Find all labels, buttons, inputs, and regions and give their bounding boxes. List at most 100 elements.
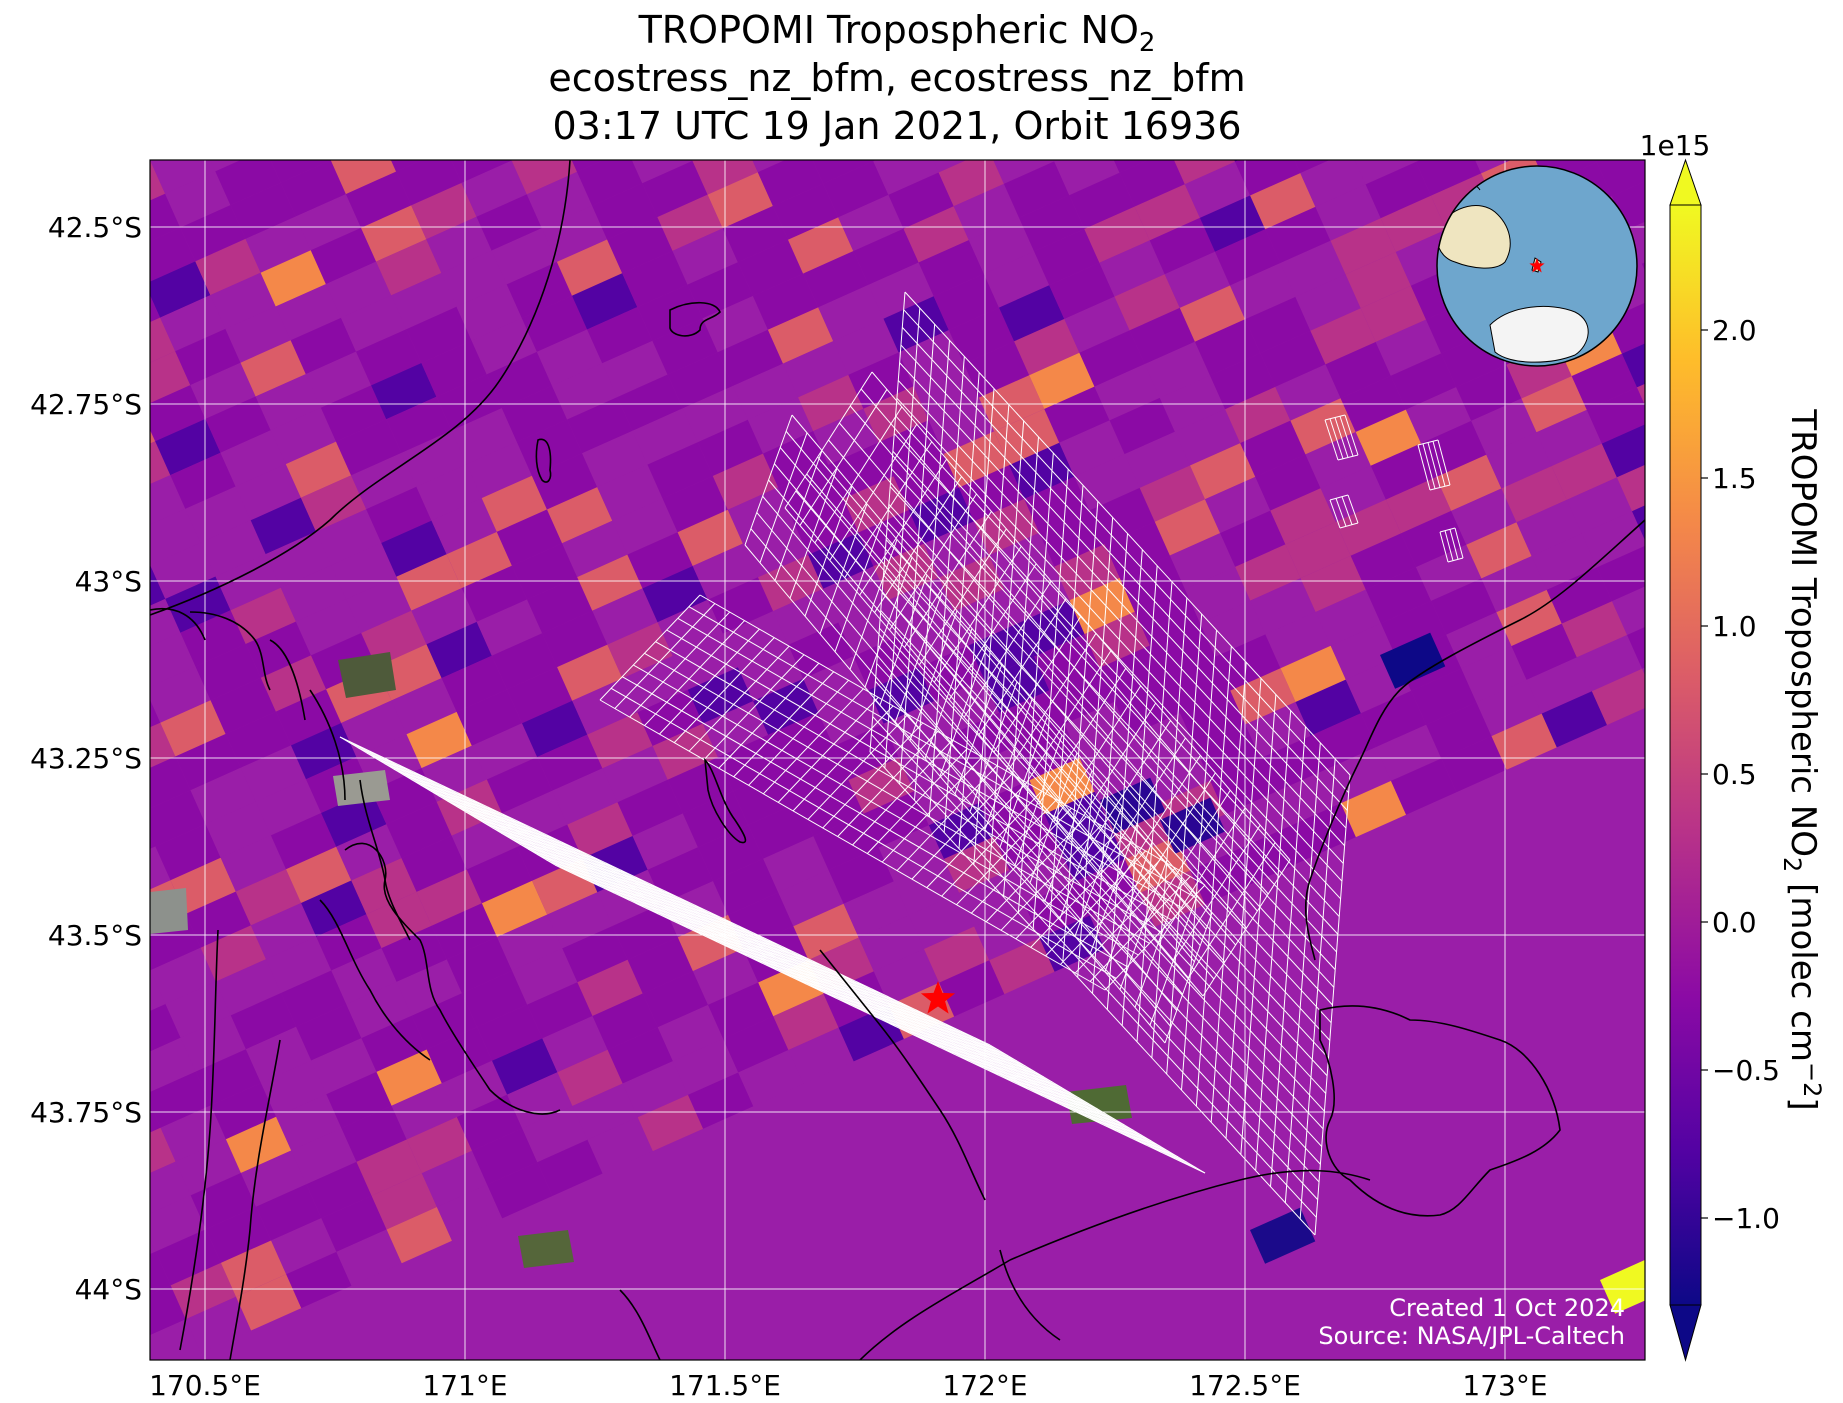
grid-line	[1329, 418, 1344, 459]
no2-pixel	[346, 576, 412, 633]
no2-pixel	[677, 509, 743, 566]
no2-pixel	[1335, 94, 1400, 150]
no2-pixel	[521, 295, 588, 352]
no2-pixel	[788, 622, 854, 679]
no2-pixel	[411, 183, 477, 240]
no2-pixel	[331, 543, 397, 600]
no2-pixel	[1541, 691, 1607, 748]
no2-pixel	[220, 430, 286, 487]
no2-pixel	[1230, 263, 1296, 320]
grid-line	[554, 864, 1206, 1174]
no2-pixel	[788, 1027, 854, 1084]
no2-pixel	[220, 1240, 287, 1297]
no2-pixel	[426, 1027, 492, 1084]
no2-pixel	[1567, 72, 1632, 128]
river-channel	[179, 929, 281, 1360]
colorbar-tick-label: −0.5	[1712, 1054, 1780, 1087]
no2-pixel	[868, 262, 934, 319]
no2-pixel	[200, 520, 266, 577]
no2-pixel	[150, 317, 176, 363]
no2-pixel	[1215, 634, 1281, 691]
no2-pixel	[1376, 724, 1442, 781]
no2-pixel	[230, 182, 296, 239]
no2-pixel	[963, 341, 1030, 398]
no2-pixel	[979, 780, 1045, 837]
no2-pixel	[471, 723, 538, 780]
no2-pixel	[150, 970, 166, 1011]
no2-pixel	[260, 250, 326, 307]
no2-pixel	[602, 746, 668, 803]
no2-pixel	[1516, 95, 1581, 151]
no2-pixel	[155, 418, 221, 476]
no2-pixel	[853, 633, 919, 691]
no2-pixel	[1616, 464, 1645, 512]
title-line-2: ecostress_nz_bfm, ecostress_nz_bfm	[548, 56, 1245, 100]
no2-pixel	[1576, 635, 1643, 692]
no2-pixel	[562, 520, 628, 578]
no2-pixel	[1481, 556, 1547, 613]
no2-pixel	[712, 453, 779, 510]
no2-pixel	[150, 160, 166, 201]
no2-pixel	[487, 1162, 553, 1219]
no2-pixel	[567, 802, 633, 859]
no2-pixel	[426, 216, 492, 273]
no2-pixel	[1612, 586, 1645, 635]
no2-pixel	[1265, 612, 1331, 669]
grid-line	[806, 473, 1226, 963]
no2-pixel	[1697, 500, 1762, 556]
grid-line	[420, 784, 1071, 1094]
no2-pixel	[180, 1015, 246, 1072]
footprint-grid	[1329, 494, 1359, 529]
no2-pixel	[803, 656, 869, 713]
no2-pixel	[1606, 302, 1645, 354]
grid-line	[838, 422, 1258, 912]
no2-pixel	[813, 408, 879, 465]
no2-pixel	[773, 993, 839, 1050]
no2-pixel	[1370, 443, 1437, 500]
no2-pixel	[918, 240, 984, 297]
no2-pixel	[1255, 454, 1321, 511]
no2-pixel	[808, 532, 874, 589]
no2-pixel	[1265, 206, 1331, 264]
no2-pixel	[1220, 510, 1286, 567]
no2-pixel	[205, 1206, 272, 1263]
grid-line	[1422, 443, 1436, 489]
no2-pixel	[1149, 217, 1215, 275]
no2-pixel	[150, 475, 186, 525]
no2-pixel	[647, 847, 713, 904]
no2-pixel	[617, 779, 683, 836]
no2-pixel	[1360, 285, 1426, 342]
no2-pixel	[788, 217, 854, 274]
no2-pixel	[466, 847, 533, 904]
no2-pixel	[1315, 589, 1381, 646]
no2-pixel	[958, 465, 1025, 522]
no2-pixel	[1195, 724, 1261, 781]
no2-pixel	[1113, 160, 1149, 173]
grid-line	[438, 795, 1089, 1105]
no2-pixel	[150, 598, 181, 647]
no2-pixel	[1034, 229, 1100, 286]
no2-pixel	[205, 801, 271, 858]
no2-pixel	[1501, 466, 1567, 523]
no2-pixel	[1250, 1207, 1316, 1264]
no2-pixel	[924, 926, 990, 983]
grid-line	[748, 679, 849, 786]
no2-pixel	[1240, 420, 1306, 477]
no2-pixel	[406, 306, 472, 363]
no2-pixel	[386, 396, 452, 453]
no2-pixel	[391, 678, 457, 735]
no2-pixel	[240, 1150, 307, 1207]
no2-pixel	[1250, 173, 1316, 230]
grid-line	[492, 827, 1143, 1137]
no2-pixel	[270, 813, 337, 870]
no2-pixel	[250, 93, 315, 149]
no2-pixel	[1019, 195, 1085, 252]
no2-pixel	[1024, 476, 1090, 533]
no2-pixel	[953, 183, 1019, 241]
footprint-grid	[599, 594, 1206, 991]
no2-pixel	[1119, 555, 1185, 612]
no2-pixel	[878, 420, 944, 477]
no2-pixel	[1160, 797, 1226, 854]
lon-tick-label: 170.5°E	[149, 1369, 261, 1402]
no2-pixel	[220, 835, 286, 892]
